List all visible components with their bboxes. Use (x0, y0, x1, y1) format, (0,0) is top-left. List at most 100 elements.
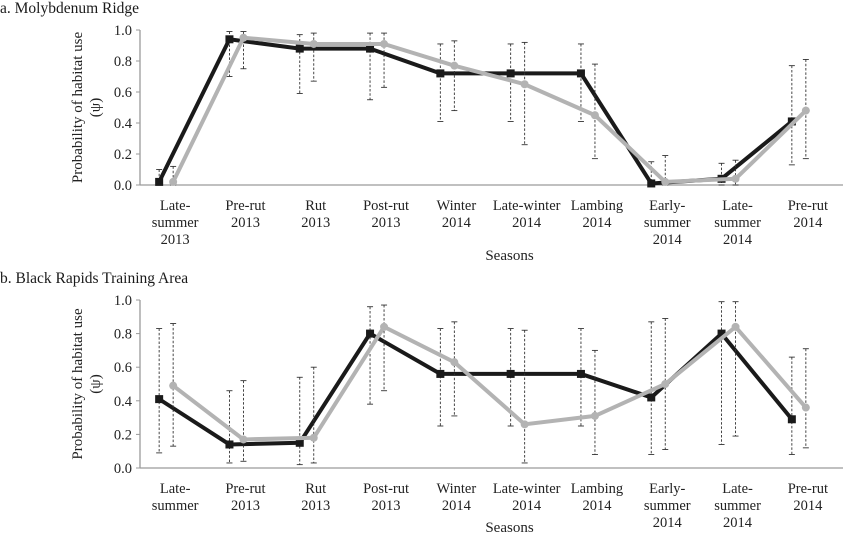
circle-marker (731, 322, 740, 331)
circle-marker (450, 61, 459, 70)
circle-marker (590, 111, 599, 120)
x-category-label: Rut (305, 481, 326, 497)
x-category-label: Pre-rut (225, 198, 265, 214)
square-marker (436, 69, 445, 78)
x-category-label: summer (152, 215, 199, 231)
x-category-label: 2013 (161, 232, 190, 248)
x-category-label: 2014 (653, 232, 683, 248)
x-category-label: Winter (437, 481, 477, 497)
square-marker (506, 369, 515, 378)
y-tick-label: 0.2 (114, 147, 132, 163)
x-category-label: summer (152, 498, 199, 514)
square-marker (647, 179, 656, 188)
y-axis-title: Probability of habitat use (70, 32, 86, 184)
x-category-label: 2014 (512, 215, 542, 231)
square-marker (366, 329, 375, 338)
y-tick-label: 0.2 (114, 427, 132, 443)
x-category-label: Early- (649, 481, 685, 497)
circle-marker (309, 433, 318, 442)
y-tick-label: 0.0 (114, 461, 132, 477)
series-line-gray (171, 35, 808, 184)
y-tick-label: 0.0 (114, 178, 132, 194)
x-category-label: 2014 (582, 215, 612, 231)
x-category-label: Winter (437, 198, 477, 214)
square-marker (717, 329, 726, 338)
circle-marker (239, 33, 248, 42)
square-marker (295, 44, 304, 53)
x-category-label: summer (644, 215, 691, 231)
circle-marker (590, 411, 599, 420)
square-marker (506, 69, 515, 78)
x-category-label: Late- (160, 198, 191, 214)
y-tick-label: 1.0 (114, 293, 132, 309)
chart-panel-molybdenum-ridge: 0.0 0.2 0.4 0.6 0.8 1.0 Probability of habitat… (70, 23, 843, 264)
circle-marker (239, 435, 248, 444)
circle-marker (450, 358, 459, 367)
panel-a-title: a. Molybdenum Ridge (0, 0, 140, 17)
x-category-label: Late- (722, 481, 753, 497)
y-tick-label: 0.8 (114, 327, 132, 343)
square-marker (576, 369, 585, 378)
square-marker (155, 395, 164, 404)
x-category-label: 2014 (512, 498, 542, 514)
x-category-label: Late- (722, 198, 753, 214)
x-category-label: summer (714, 498, 761, 514)
x-category-label: 2014 (793, 498, 823, 514)
series-line-black (158, 330, 794, 447)
y-tick-label: 0.6 (114, 85, 132, 101)
circle-marker (309, 39, 318, 48)
square-marker (366, 44, 375, 53)
circle-marker (380, 39, 389, 48)
panel-b-title: b. Black Rapids Training Area (0, 270, 189, 287)
x-category-label: 2013 (231, 215, 260, 231)
x-category-label: 2014 (442, 215, 472, 231)
square-marker (787, 415, 796, 424)
x-category-label: Early- (649, 198, 685, 214)
circle-marker (731, 174, 740, 183)
y-tick-label: 0.4 (114, 394, 133, 410)
x-axis-title: Seasons (485, 248, 533, 264)
circle-marker (801, 403, 810, 412)
x-category-label: Post-rut (363, 198, 409, 214)
circle-marker (520, 420, 529, 429)
square-marker (436, 369, 445, 378)
x-category-label: 2013 (372, 215, 401, 231)
y-tick-label: 0.8 (114, 54, 132, 70)
y-axis-title-symbol: (ψ) (88, 98, 104, 117)
x-category-label: 2013 (231, 498, 260, 514)
x-category-label: summer (644, 498, 691, 514)
x-category-label: 2014 (793, 215, 823, 231)
x-category-label: Lambing (571, 481, 623, 497)
square-marker (576, 69, 585, 78)
y-tick-label: 0.6 (114, 360, 132, 376)
circle-marker (169, 177, 178, 186)
circle-marker (380, 322, 389, 331)
x-category-label: Pre-rut (788, 481, 828, 497)
x-category-label: Late-winter (493, 481, 561, 497)
x-category-label: Pre-rut (788, 198, 828, 214)
x-category-label: Late-winter (493, 198, 561, 214)
y-tick-label: 1.0 (114, 23, 132, 39)
x-category-label: 2014 (442, 498, 472, 514)
square-marker (295, 438, 304, 447)
circle-marker (661, 380, 670, 388)
chart-panel-black-rapids: 0.0 0.2 0.4 0.6 0.8 1.0 Probability of habitat… (70, 293, 843, 536)
circle-marker (661, 177, 670, 186)
y-axis-title-symbol: (ψ) (88, 374, 104, 393)
x-category-label: 2014 (723, 232, 753, 248)
x-category-label: Late- (160, 481, 191, 497)
x-category-label: summer (714, 215, 761, 231)
square-marker (225, 440, 234, 449)
x-axis-title: Seasons (485, 520, 533, 536)
x-category-label: 2014 (653, 515, 683, 531)
y-tick-label: 0.4 (114, 116, 133, 132)
x-category-label: Pre-rut (225, 481, 265, 497)
x-category-label: Post-rut (363, 481, 409, 497)
x-category-label: 2014 (582, 498, 612, 514)
square-marker (155, 177, 164, 186)
y-axis-title: Probability of habitat use (70, 308, 86, 460)
circle-marker (169, 381, 178, 390)
square-marker (647, 393, 656, 402)
square-marker (225, 35, 234, 44)
